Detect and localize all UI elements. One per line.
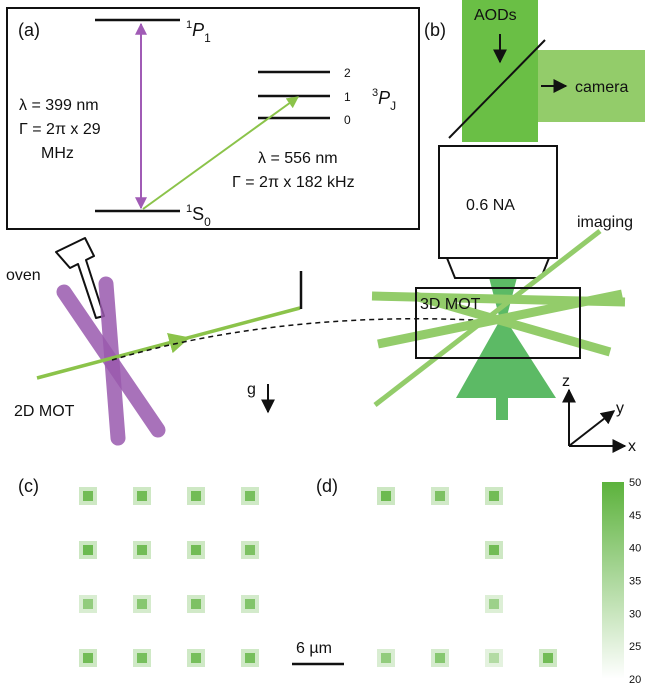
label-1s0: 1S0	[186, 203, 211, 229]
atom-spot	[489, 545, 499, 555]
mot2d-beam-b	[98, 276, 126, 446]
atom-spot	[137, 545, 147, 555]
mot3d-beam-3	[413, 291, 612, 357]
green-transition-arrow	[142, 96, 299, 210]
atom-image-d	[377, 487, 557, 667]
colorbar-tick-label: 45	[629, 510, 641, 522]
label-3pj: 3PJ	[372, 87, 396, 113]
tweezer-beam	[456, 262, 556, 398]
colorbar-tick-label: 50	[629, 477, 641, 489]
atom-spot	[83, 653, 93, 663]
atom-spot	[137, 653, 147, 663]
oven-label: oven	[6, 267, 41, 284]
objective-body	[438, 145, 558, 259]
y-axis	[568, 410, 616, 447]
atom-spot	[137, 491, 147, 501]
atom-spot	[83, 491, 93, 501]
x-axis-label: x	[628, 438, 636, 455]
atom-spot	[191, 653, 201, 663]
dichroic-mirror	[448, 39, 546, 139]
atom-image-c	[79, 487, 259, 667]
mot2d-label: 2D MOT	[14, 403, 75, 420]
colorbar-tick-label: 20	[629, 674, 641, 686]
panel-b: (b) AODs camera 0.6 NA 3D MOT imaging z …	[371, 0, 645, 455]
colorbar-tick-label: 30	[629, 608, 641, 620]
atom-spot	[191, 599, 201, 609]
green-wavelength: λ = 556 nm	[258, 150, 338, 167]
objective-label: 0.6 NA	[466, 197, 515, 214]
panel-c: (c)	[18, 476, 259, 667]
level-diagram-frame	[6, 7, 420, 230]
gravity-label: g	[247, 381, 256, 398]
atom-spot	[381, 491, 391, 501]
colorbar-tick-label: 40	[629, 543, 641, 555]
source-region: oven 2D MOT g	[6, 237, 507, 446]
atom-spot	[435, 653, 445, 663]
label-1p1: 1P1	[186, 19, 211, 45]
atom-spot	[435, 491, 445, 501]
atom-spot	[543, 653, 553, 663]
panel-label-b: (b)	[424, 20, 446, 40]
atom-spot	[245, 653, 255, 663]
sublevel-2-label: 2	[344, 66, 351, 80]
objective-tip	[445, 257, 551, 279]
imaging-label: imaging	[577, 214, 633, 231]
atom-spot	[191, 545, 201, 555]
atom-spot	[489, 599, 499, 609]
atom-spot	[137, 599, 147, 609]
camera-label: camera	[575, 79, 628, 96]
colorbar-tick-label: 35	[629, 576, 641, 588]
mot3d-label: 3D MOT	[420, 296, 481, 313]
panel-d: (d)	[316, 476, 557, 667]
aod-beam	[462, 0, 538, 142]
colorbar-gradient	[602, 482, 624, 679]
tweezer-tail	[496, 398, 508, 420]
atom-spot	[83, 545, 93, 555]
y-axis-label: y	[616, 400, 624, 417]
sublevel-1-label: 1	[344, 90, 351, 104]
blue-linewidth-unit: MHz	[41, 145, 74, 162]
atom-spot	[191, 491, 201, 501]
scalebar-label: 6 µm	[296, 640, 332, 657]
panel-a: (a) 1P1 1S0 3PJ 2 1 0 λ = 399 nm Γ = 2π …	[6, 7, 420, 230]
z-axis-label: z	[562, 373, 570, 390]
panel-label-d: (d)	[316, 476, 338, 496]
panel-label-c: (c)	[18, 476, 39, 496]
push-beam-arrow	[166, 332, 191, 354]
scalebar: 6 µm	[292, 640, 344, 666]
atom-spot	[489, 491, 499, 501]
mot3d-beam-4	[373, 229, 602, 407]
panel-label-a: (a)	[18, 20, 40, 40]
sublevel-0-label: 0	[344, 113, 351, 127]
colorbar: 50 45 40 35 30 25 20	[602, 477, 641, 686]
atom-spot	[245, 599, 255, 609]
aods-label: AODs	[474, 7, 517, 24]
blue-wavelength: λ = 399 nm	[19, 97, 99, 114]
atom-spot	[245, 491, 255, 501]
colorbar-ticks: 50 45 40 35 30 25 20	[629, 477, 641, 686]
mot3d-box	[415, 287, 581, 359]
atom-spot	[381, 653, 391, 663]
green-linewidth: Γ = 2π x 182 kHz	[232, 174, 355, 191]
atom-trajectory	[111, 318, 507, 361]
atom-spot	[489, 653, 499, 663]
atom-spot	[245, 545, 255, 555]
atom-spot	[83, 599, 93, 609]
blue-linewidth: Γ = 2π x 29	[19, 121, 101, 138]
colorbar-tick-label: 25	[629, 641, 641, 653]
